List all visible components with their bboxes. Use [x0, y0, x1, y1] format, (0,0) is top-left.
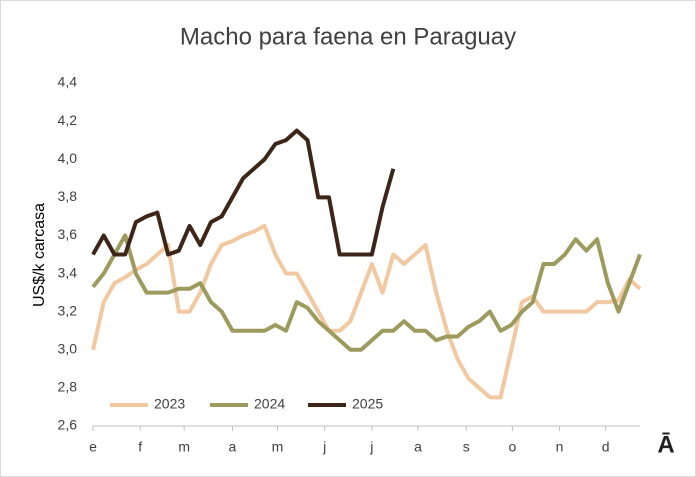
logo: Ā	[657, 431, 674, 458]
y-tick-label: 4,4	[58, 74, 78, 90]
y-tick-label: 3,2	[58, 302, 78, 318]
x-tick-label: a	[229, 439, 237, 455]
x-tick-label: n	[556, 439, 564, 455]
chart-title: Macho para faena en Paraguay	[180, 23, 516, 50]
x-tick-label: m	[272, 439, 284, 455]
x-tick-label: m	[178, 439, 190, 455]
series-line	[91, 128, 396, 257]
x-tick-label: e	[89, 439, 97, 455]
y-tick-label: 3,6	[58, 226, 78, 242]
series-line	[91, 233, 642, 352]
y-tick-label: 3,0	[58, 340, 78, 356]
x-tick-label: j	[322, 439, 326, 455]
legend-label: 2025	[352, 396, 383, 412]
y-tick-label: 3,8	[58, 188, 78, 204]
y-tick-label: 4,2	[58, 112, 78, 128]
x-tick-label: d	[602, 439, 610, 455]
y-axis-label: US$/k carcasa	[31, 203, 48, 307]
x-tick-label: s	[463, 439, 470, 455]
x-tick-label: j	[369, 439, 373, 455]
series-line	[91, 223, 642, 400]
x-tick-label: a	[414, 439, 422, 455]
y-tick-label: 2,8	[58, 379, 78, 395]
legend-label: 2024	[254, 396, 285, 412]
y-tick-label: 4,0	[58, 150, 78, 166]
x-tick-label: o	[508, 439, 516, 455]
y-tick-label: 2,6	[58, 417, 78, 433]
legend-label: 2023	[154, 396, 185, 412]
y-tick-label: 3,4	[58, 264, 78, 280]
x-tick-label: f	[138, 439, 142, 455]
